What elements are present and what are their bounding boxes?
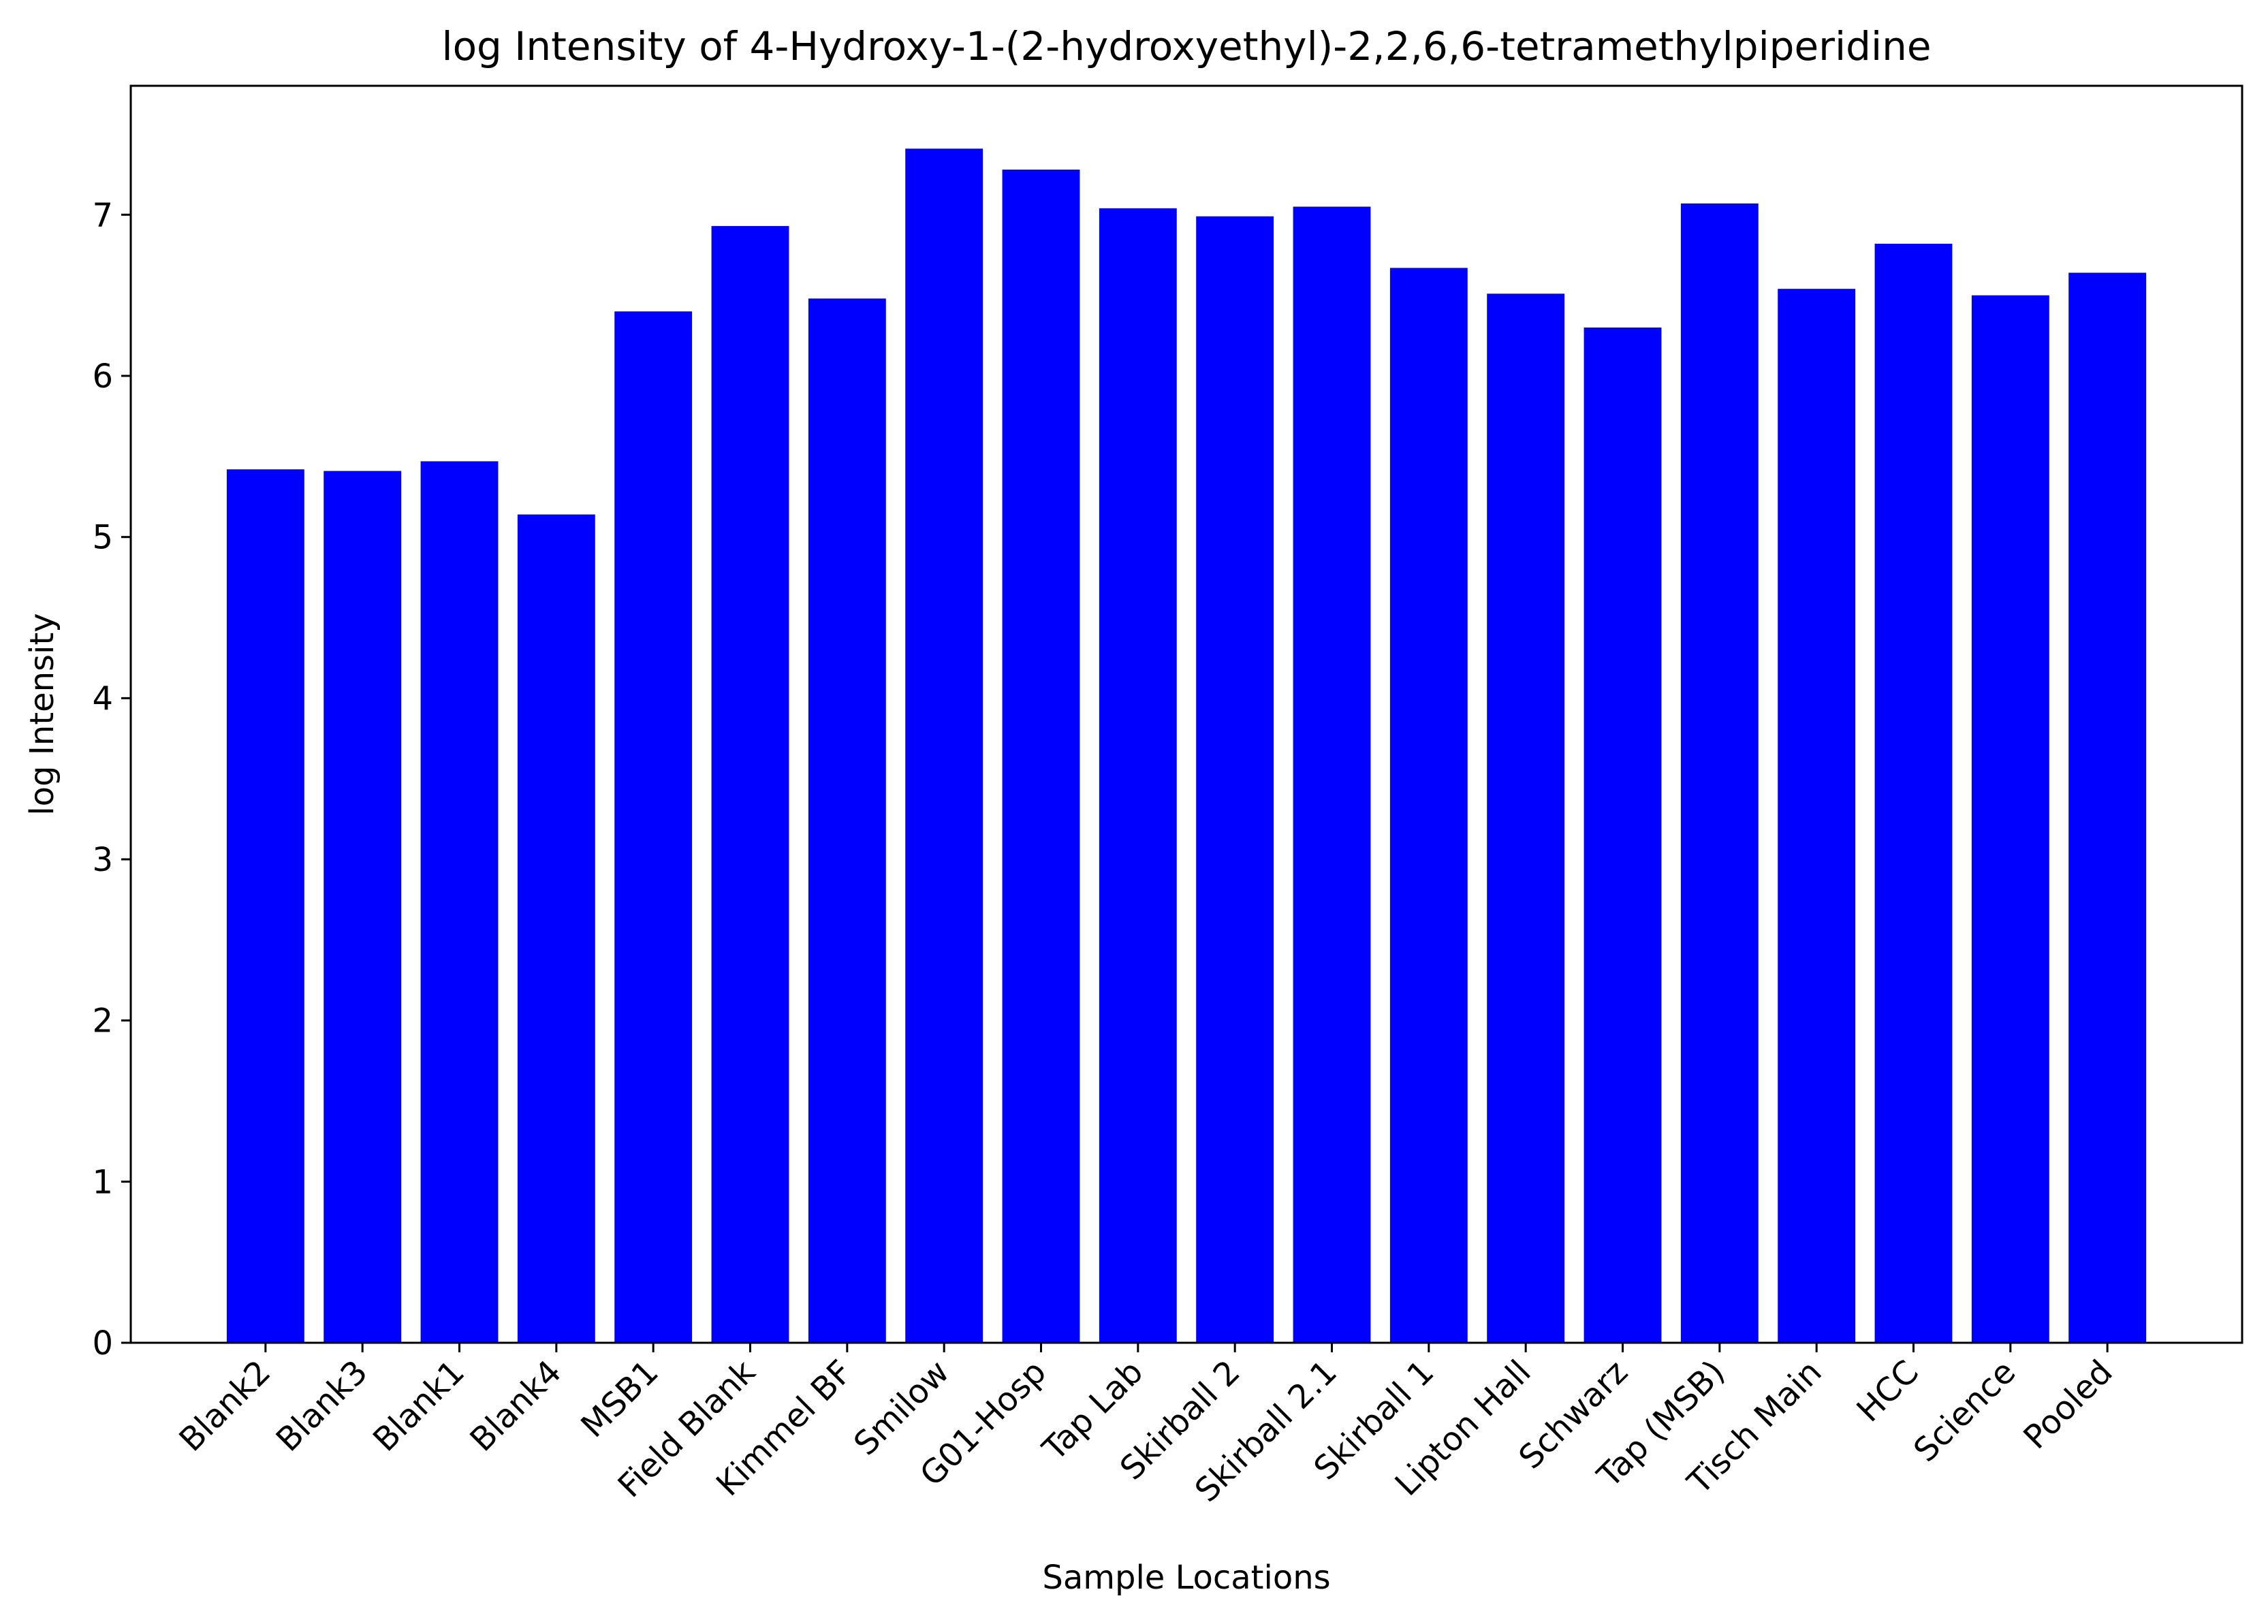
bar-field-blank	[711, 225, 789, 1343]
bar-tisch-main	[1778, 289, 1856, 1343]
bar-tap-lab	[1099, 208, 1177, 1343]
y-tick-label: 5	[92, 519, 113, 557]
y-tick-label: 7	[92, 196, 113, 234]
bar-skirball-1	[1389, 268, 1468, 1343]
plot-area-frame	[129, 84, 2243, 1344]
x-tick-label: Pooled	[2016, 1353, 2120, 1456]
y-tick-label: 3	[92, 841, 113, 879]
bar-pooled	[2068, 272, 2147, 1343]
bar-lipton-hall	[1487, 293, 1565, 1343]
x-tick-label: HCC	[1849, 1353, 1926, 1430]
bar-blank2	[226, 469, 304, 1343]
bar-blank4	[517, 514, 595, 1343]
bar-blank3	[324, 471, 402, 1343]
bar-kimmel-bf	[808, 298, 886, 1343]
y-tick-label: 1	[92, 1163, 113, 1201]
x-tick-label: Blank4	[462, 1353, 569, 1459]
x-tick-label: Science	[1906, 1353, 2023, 1469]
y-tick-label: 0	[92, 1324, 113, 1363]
y-tick-label: 6	[92, 357, 113, 396]
bar-schwarz	[1584, 328, 1662, 1343]
bar-msb1	[614, 311, 693, 1343]
bar-skirball-2-1	[1293, 206, 1371, 1343]
x-axis-label: Sample Locations	[1042, 1559, 1330, 1597]
bar-blank1	[420, 461, 499, 1343]
bar-tap-msb	[1680, 203, 1759, 1343]
bar-smilow	[905, 148, 983, 1343]
y-tick-label: 2	[92, 1002, 113, 1040]
x-tick-label: Blank2	[172, 1353, 278, 1459]
x-tick-label: Blank1	[366, 1353, 472, 1459]
bars-group	[226, 148, 2147, 1343]
y-axis-label: log Intensity	[23, 613, 61, 815]
x-tick-label: Blank3	[269, 1353, 375, 1459]
y-axis-ticks: 0 1 2 3 4 5 6 7	[92, 196, 131, 1363]
bar-hcc	[1874, 243, 1953, 1343]
x-tick-label: MSB1	[573, 1353, 665, 1445]
bar-skirball-2	[1196, 216, 1274, 1343]
bar-science	[1971, 295, 2049, 1343]
chart-title: log Intensity of 4-Hydroxy-1-(2-hydroxye…	[441, 23, 1931, 69]
bar-g01-hosp	[1002, 170, 1080, 1343]
y-tick-label: 4	[92, 680, 113, 718]
